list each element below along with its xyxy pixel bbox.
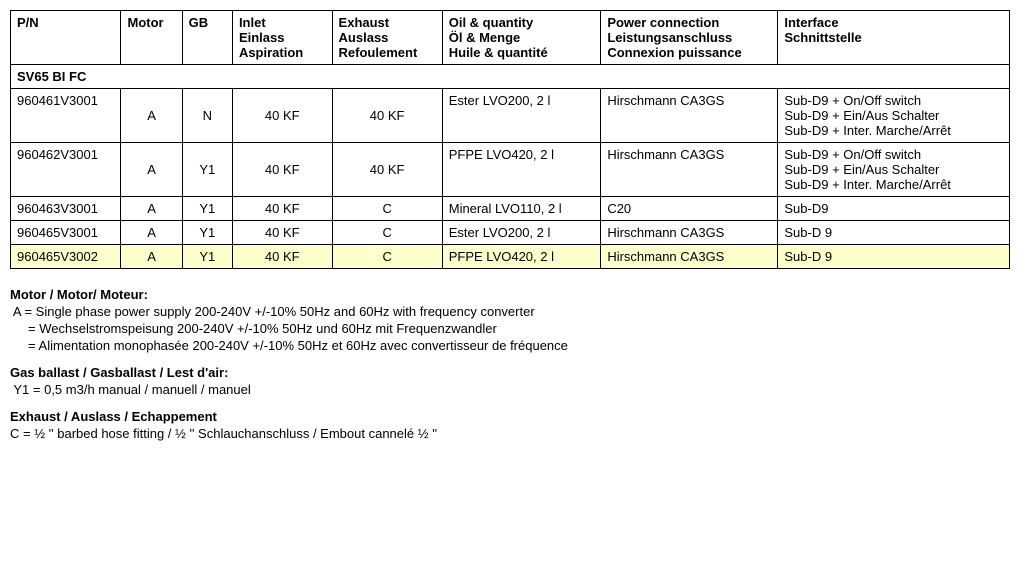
cell-gb: Y1 <box>182 245 232 269</box>
motor-note-line: = Alimentation monophasée 200-240V +/-10… <box>10 338 1019 353</box>
cell-power: Hirschmann CA3GS <box>601 221 778 245</box>
gas-note-line: Y1 = 0,5 m3/h manual / manuell / manuel <box>10 382 1019 397</box>
table-row: 960462V3001AY140 KF40 KFPFPE LVO420, 2 l… <box>11 143 1010 197</box>
cell-oil: Ester LVO200, 2 l <box>442 221 601 245</box>
cell-exhaust: 40 KF <box>332 89 442 143</box>
cell-motor: A <box>121 89 182 143</box>
hdr-gb: GB <box>182 11 232 65</box>
exhaust-note-hdr: Exhaust / Auslass / Echappement <box>10 409 1019 424</box>
cell-interface: Sub-D9 + On/Off switchSub-D9 + Ein/Aus S… <box>778 89 1010 143</box>
cell-interface: Sub-D9 <box>778 197 1010 221</box>
cell-power: Hirschmann CA3GS <box>601 89 778 143</box>
cell-gb: Y1 <box>182 221 232 245</box>
cell-interface: Sub-D 9 <box>778 221 1010 245</box>
notes-block: Motor / Motor/ Moteur: A = Single phase … <box>10 287 1019 441</box>
cell-pn: 960462V3001 <box>11 143 121 197</box>
table-row: 960465V3001AY140 KFCEster LVO200, 2 lHir… <box>11 221 1010 245</box>
cell-pn: 960463V3001 <box>11 197 121 221</box>
hdr-oil: Oil & quantityÖl & MengeHuile & quantité <box>442 11 601 65</box>
cell-pn: 960465V3002 <box>11 245 121 269</box>
cell-inlet: 40 KF <box>232 221 332 245</box>
cell-power: Hirschmann CA3GS <box>601 245 778 269</box>
cell-exhaust: C <box>332 221 442 245</box>
cell-oil: PFPE LVO420, 2 l <box>442 245 601 269</box>
cell-interface: Sub-D9 + On/Off switchSub-D9 + Ein/Aus S… <box>778 143 1010 197</box>
cell-pn: 960461V3001 <box>11 89 121 143</box>
cell-power: Hirschmann CA3GS <box>601 143 778 197</box>
cell-oil: Ester LVO200, 2 l <box>442 89 601 143</box>
gas-note-hdr: Gas ballast / Gasballast / Lest d'air: <box>10 365 1019 380</box>
cell-power: C20 <box>601 197 778 221</box>
cell-inlet: 40 KF <box>232 89 332 143</box>
cell-exhaust: C <box>332 245 442 269</box>
motor-note-line: A = Single phase power supply 200-240V +… <box>10 304 1019 319</box>
spec-table: P/N Motor GB InletEinlassAspiration Exha… <box>10 10 1010 269</box>
hdr-interface: InterfaceSchnittstelle <box>778 11 1010 65</box>
cell-motor: A <box>121 143 182 197</box>
cell-exhaust: C <box>332 197 442 221</box>
table-row: 960465V3002AY140 KFCPFPE LVO420, 2 lHirs… <box>11 245 1010 269</box>
cell-pn: 960465V3001 <box>11 221 121 245</box>
cell-motor: A <box>121 245 182 269</box>
cell-gb: N <box>182 89 232 143</box>
hdr-exhaust: ExhaustAuslassRefoulement <box>332 11 442 65</box>
motor-note-hdr: Motor / Motor/ Moteur: <box>10 287 1019 302</box>
hdr-inlet: InletEinlassAspiration <box>232 11 332 65</box>
cell-inlet: 40 KF <box>232 197 332 221</box>
table-row: 960461V3001AN40 KF40 KFEster LVO200, 2 l… <box>11 89 1010 143</box>
cell-oil: PFPE LVO420, 2 l <box>442 143 601 197</box>
section-label: SV65 BI FC <box>11 65 1010 89</box>
cell-inlet: 40 KF <box>232 245 332 269</box>
header-row: P/N Motor GB InletEinlassAspiration Exha… <box>11 11 1010 65</box>
exhaust-note-line: C = ½ '' barbed hose fitting / ½ '' Schl… <box>10 426 1019 441</box>
cell-inlet: 40 KF <box>232 143 332 197</box>
motor-note-line: = Wechselstromspeisung 200-240V +/-10% 5… <box>10 321 1019 336</box>
hdr-motor: Motor <box>121 11 182 65</box>
cell-exhaust: 40 KF <box>332 143 442 197</box>
table-row: 960463V3001AY140 KFCMineral LVO110, 2 lC… <box>11 197 1010 221</box>
hdr-pn: P/N <box>11 11 121 65</box>
cell-gb: Y1 <box>182 143 232 197</box>
section-row: SV65 BI FC <box>11 65 1010 89</box>
cell-gb: Y1 <box>182 197 232 221</box>
hdr-power: Power connectionLeistungsanschlussConnex… <box>601 11 778 65</box>
cell-oil: Mineral LVO110, 2 l <box>442 197 601 221</box>
cell-motor: A <box>121 221 182 245</box>
cell-motor: A <box>121 197 182 221</box>
cell-interface: Sub-D 9 <box>778 245 1010 269</box>
